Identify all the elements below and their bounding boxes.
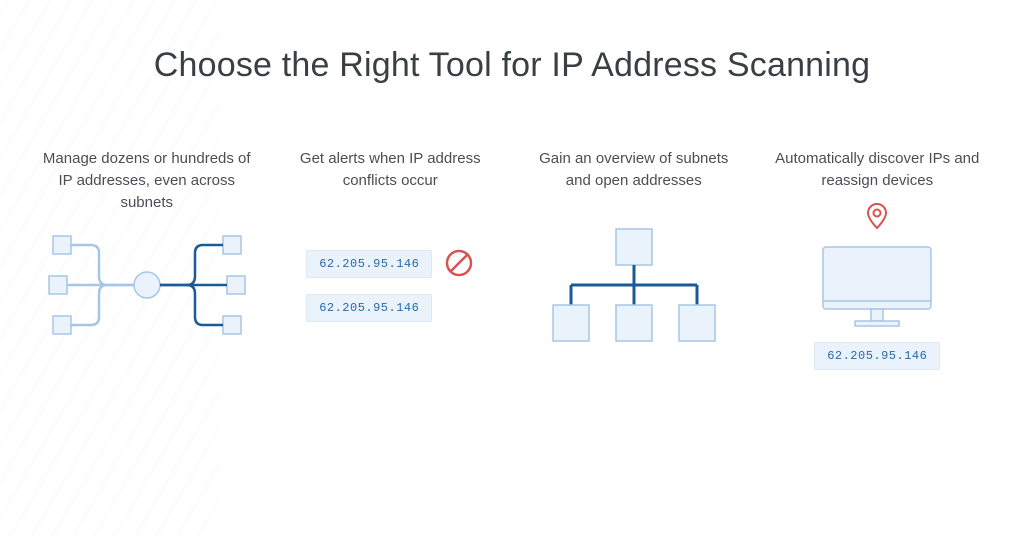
illustration-conflict: 62.205.95.146 62.205.95.146	[290, 216, 490, 356]
illustration-network-fanout	[47, 216, 247, 356]
illustration-device-locate: 62.205.95.146	[777, 216, 977, 356]
caption-overview: Gain an overview of subnets and open add…	[527, 148, 741, 216]
ip-chip-conflict-2: 62.205.95.146	[306, 294, 432, 322]
feature-columns: Manage dozens or hundreds of IP addresse…	[40, 148, 984, 356]
caption-manage: Manage dozens or hundreds of IP addresse…	[40, 148, 254, 216]
ip-chip-conflict-1: 62.205.95.146	[306, 250, 432, 278]
tree-icon	[534, 221, 734, 351]
feature-col-manage: Manage dozens or hundreds of IP addresse…	[40, 148, 254, 356]
monitor-icon	[817, 243, 937, 334]
feature-col-alerts: Get alerts when IP address conflicts occ…	[284, 148, 498, 356]
network-fanout-icon	[47, 226, 247, 346]
feature-col-overview: Gain an overview of subnets and open add…	[527, 148, 741, 356]
feature-col-discover: Automatically discover IPs and reassign …	[771, 148, 985, 356]
illustration-subnet-tree	[534, 216, 734, 356]
page-title: Choose the Right Tool for IP Address Sca…	[0, 46, 1024, 85]
ip-chip-device: 62.205.95.146	[814, 342, 940, 370]
prohibited-icon	[444, 248, 474, 278]
location-pin-icon	[865, 202, 889, 235]
caption-alerts: Get alerts when IP address conflicts occ…	[284, 148, 498, 216]
